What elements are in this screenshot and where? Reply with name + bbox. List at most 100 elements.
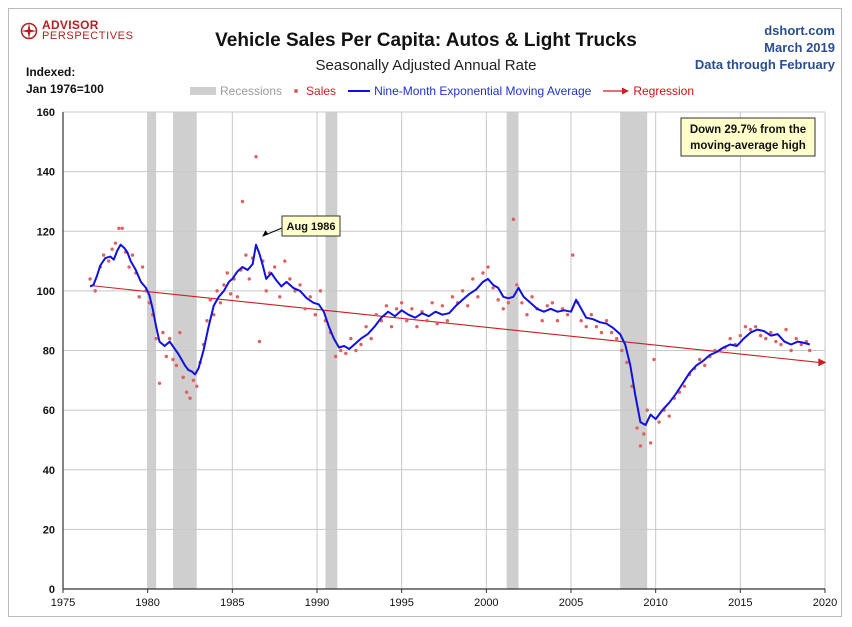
legend-ema-label: Nine-Month Exponential Moving Average — [374, 84, 592, 98]
y-tick-label-100: 100 — [37, 286, 55, 298]
sales-point-136 — [682, 384, 687, 388]
sales-point-44 — [240, 199, 245, 204]
sales-point-68 — [349, 336, 353, 341]
sales-point-149 — [748, 327, 753, 332]
aug1986-label: Aug 1986 — [287, 221, 336, 233]
y-tick-label-160: 160 — [37, 107, 55, 119]
y-tick-label-60: 60 — [43, 405, 55, 417]
legend-recessions-label: Recessions — [220, 84, 283, 98]
sales-point-102 — [520, 301, 524, 305]
sales-point-140 — [703, 363, 707, 368]
sales-point-150 — [753, 324, 758, 329]
sales-point-109 — [555, 318, 560, 323]
sales-point-129 — [648, 441, 653, 445]
sales-point-76 — [389, 324, 394, 329]
sales-point-117 — [594, 324, 599, 329]
legend-ema: Nine-Month Exponential Moving Average — [348, 84, 591, 98]
sales-point-106 — [540, 318, 544, 323]
sales-point-49 — [257, 339, 262, 344]
sales-point-24 — [174, 363, 179, 368]
sales-point-127 — [642, 432, 646, 436]
sales-point-157 — [789, 348, 793, 353]
sales-point-14 — [140, 265, 145, 269]
sales-point-94 — [481, 271, 485, 275]
sales-point-98 — [501, 307, 505, 311]
sales-point-104 — [530, 295, 534, 299]
sales-point-51 — [264, 289, 268, 293]
sales-point-20 — [161, 330, 165, 335]
sales-point-11 — [130, 253, 135, 257]
brand-logo: ADVISOR PERSPECTIVES — [20, 18, 134, 42]
source-info: dshort.com March 2019 Data through Febru… — [695, 22, 835, 73]
sales-point-25 — [178, 330, 182, 335]
sales-point-87 — [445, 318, 450, 323]
sales-point-29 — [191, 378, 196, 383]
sales-point-21 — [164, 354, 168, 359]
legend: Recessions Sales Nine-Month Exponential … — [190, 84, 706, 98]
sales-point-108 — [550, 301, 555, 305]
sales-point-69 — [354, 348, 358, 353]
sales-point-65 — [333, 354, 338, 359]
sales-point-40 — [228, 292, 233, 296]
x-tick-label-2010: 2010 — [643, 597, 667, 609]
legend-regression-label: Regression — [633, 84, 695, 98]
sales-point-61 — [313, 313, 318, 317]
sales-point-23 — [171, 357, 175, 362]
legend-sales-label: Sales — [306, 84, 337, 98]
sales-point-73 — [374, 313, 378, 317]
sales-point-3 — [101, 253, 106, 257]
sales-point-114 — [579, 318, 583, 323]
sales-point-56 — [288, 277, 292, 281]
chart-subtitle: Seasonally Adjusted Annual Rate — [315, 57, 537, 74]
aug1986-box — [281, 215, 341, 237]
sales-point-145 — [728, 336, 732, 341]
sales-point-103 — [525, 313, 529, 317]
sales-point-45 — [244, 253, 248, 257]
sales-dot-swatch — [294, 89, 299, 93]
brand-top: ADVISOR — [42, 18, 99, 32]
sales-point-75 — [384, 304, 389, 308]
sales-point-27 — [184, 390, 189, 394]
sales-point-112 — [570, 253, 575, 257]
sales-point-35 — [212, 313, 216, 317]
legend-sales: Sales — [294, 84, 336, 98]
sales-point-159 — [799, 342, 803, 347]
sales-point-111 — [565, 313, 570, 317]
sales-point-78 — [399, 301, 404, 305]
sales-point-55 — [283, 259, 287, 263]
sales-point-53 — [272, 265, 277, 269]
sales-point-60 — [308, 295, 312, 299]
sales-point-115 — [584, 324, 588, 329]
sales-point-84 — [430, 301, 434, 305]
source-date: March 2019 — [764, 40, 835, 55]
sales-point-125 — [635, 426, 639, 430]
sales-point-99 — [506, 301, 511, 305]
sales-point-7 — [117, 226, 121, 230]
sales-point-122 — [620, 348, 624, 353]
compass-icon — [20, 22, 38, 40]
sales-point-90 — [460, 289, 465, 293]
sales-point-119 — [604, 318, 609, 323]
sales-point-156 — [784, 327, 788, 332]
y-tick-label-140: 140 — [37, 167, 55, 179]
sales-point-42 — [235, 295, 240, 299]
sales-point-13 — [137, 295, 141, 299]
y-tick-label-0: 0 — [49, 584, 55, 596]
sales-point-46 — [247, 277, 251, 281]
sales-point-91 — [466, 304, 470, 308]
sales-point-139 — [697, 357, 702, 362]
sales-point-158 — [794, 336, 798, 341]
sales-point-130 — [652, 357, 656, 362]
sales-point-8 — [120, 226, 124, 230]
sales-point-36 — [215, 289, 219, 293]
sales-point-155 — [779, 342, 783, 347]
x-tick-label-2000: 2000 — [474, 597, 498, 609]
sales-point-116 — [589, 313, 594, 317]
sales-point-6 — [113, 241, 118, 245]
sales-point-59 — [303, 307, 307, 311]
index-note: Indexed: Jan 1976=100 — [26, 64, 104, 98]
aug1986-arrowhead — [262, 230, 269, 237]
sales-point-96 — [491, 286, 495, 290]
data-through: Data through February — [694, 57, 835, 72]
sales-point-58 — [298, 283, 302, 287]
